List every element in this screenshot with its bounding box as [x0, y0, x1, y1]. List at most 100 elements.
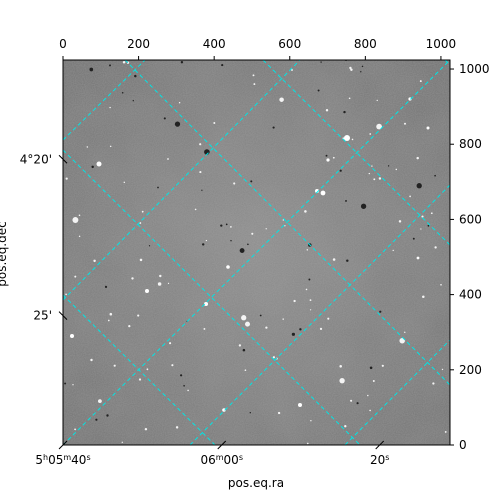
star: [221, 64, 224, 67]
star: [241, 315, 247, 321]
right-pixel-axis: 0 200 400 600 800 1000: [450, 62, 490, 452]
bright-star: [408, 97, 412, 101]
star: [132, 100, 134, 102]
star: [244, 369, 247, 372]
star: [392, 249, 394, 252]
dec-tick-label: 25': [33, 309, 52, 323]
star: [174, 121, 181, 127]
star: [293, 299, 296, 303]
ra-tick: [375, 440, 385, 450]
right-tick-label: 600: [459, 212, 482, 226]
star: [284, 225, 286, 227]
star: [167, 282, 170, 285]
star: [109, 106, 111, 109]
star: [367, 394, 369, 397]
ra-tick-label: 06m00s: [200, 453, 243, 468]
star: [251, 232, 254, 235]
star: [78, 214, 81, 217]
top-tick-label: 400: [203, 37, 226, 51]
star: [279, 97, 284, 102]
star: [310, 420, 312, 422]
ra-axis: 5h05m40s 06m00s 20s: [35, 440, 389, 468]
star: [157, 282, 162, 286]
star: [245, 321, 250, 327]
star: [220, 224, 223, 227]
star: [369, 133, 372, 135]
star: [91, 165, 94, 169]
star: [175, 426, 179, 429]
star: [225, 223, 228, 226]
star: [309, 309, 312, 311]
sky-image: [63, 60, 450, 445]
bright-star: [222, 408, 226, 412]
star: [141, 210, 144, 213]
star: [86, 146, 89, 148]
star: [434, 174, 436, 177]
star: [432, 382, 435, 385]
bright-star: [226, 265, 230, 269]
right-tick-label: 800: [459, 137, 482, 151]
star: [167, 158, 169, 160]
plot-frame: [62, 59, 451, 446]
top-tick-label: 1000: [426, 37, 457, 51]
star: [332, 258, 336, 261]
star: [157, 186, 159, 189]
star: [65, 177, 68, 180]
star: [343, 110, 346, 114]
star: [138, 378, 142, 381]
star: [74, 275, 77, 278]
star: [277, 411, 281, 415]
right-tick-label: 1000: [459, 62, 490, 76]
grid-line: [189, 184, 450, 445]
bright-star: [416, 256, 420, 260]
star: [242, 348, 246, 352]
star: [90, 358, 93, 362]
bright-star: [96, 161, 102, 167]
star: [399, 337, 405, 344]
top-pixel-axis: 0 200 400 600 800 1000: [59, 37, 456, 60]
star: [203, 327, 206, 330]
star: [430, 212, 433, 215]
star: [249, 412, 251, 414]
star: [351, 138, 354, 141]
star: [230, 240, 232, 242]
star: [419, 80, 422, 83]
star: [265, 228, 267, 230]
star: [131, 277, 134, 280]
star: [373, 178, 376, 181]
star: [421, 215, 424, 218]
star: [194, 208, 197, 211]
star: [137, 314, 140, 317]
star: [379, 310, 382, 313]
star: [339, 378, 345, 384]
star: [291, 69, 293, 71]
star: [360, 203, 367, 209]
top-tick-label: 0: [59, 37, 67, 51]
star: [199, 171, 202, 174]
star: [199, 143, 202, 146]
star: [252, 74, 255, 77]
bright-star: [298, 403, 302, 407]
star: [350, 399, 353, 402]
grid-line: [344, 339, 450, 445]
top-tick-label: 200: [127, 37, 150, 51]
star: [213, 122, 216, 124]
star: [356, 402, 359, 405]
bright-star: [70, 334, 74, 338]
star: [325, 154, 328, 157]
star: [122, 60, 126, 64]
star: [412, 237, 415, 240]
star: [346, 259, 349, 262]
star: [282, 219, 284, 221]
star: [250, 180, 253, 183]
star: [180, 61, 184, 64]
star: [123, 181, 126, 184]
star: [306, 442, 309, 445]
dec-axis: 4°20' 25': [20, 152, 68, 323]
star: [332, 156, 335, 159]
star: [282, 318, 284, 320]
star: [72, 384, 74, 386]
star: [159, 274, 162, 278]
dec-tick: [58, 311, 68, 321]
